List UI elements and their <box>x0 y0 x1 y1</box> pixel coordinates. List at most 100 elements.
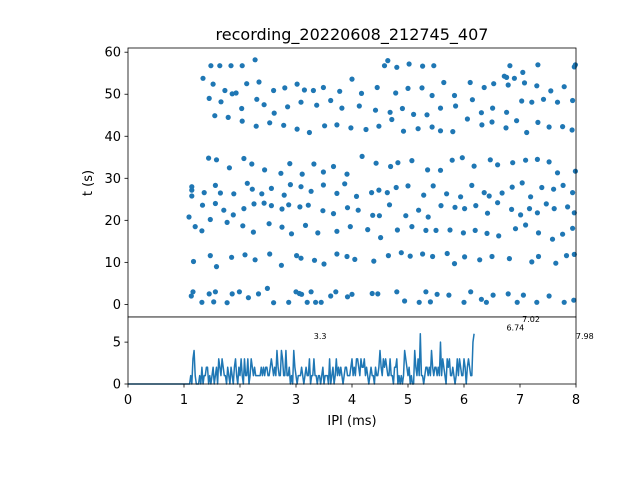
ipi-x-tick-label: 2 <box>236 393 244 408</box>
scatter-point <box>356 103 362 109</box>
scatter-point <box>514 299 520 305</box>
scatter-point <box>462 206 468 212</box>
scatter-plot-area <box>128 48 576 317</box>
scatter-point <box>540 96 547 102</box>
scatter-point <box>484 210 491 216</box>
scatter-point <box>311 161 317 167</box>
scatter-point <box>560 182 566 188</box>
scatter-point <box>554 99 561 105</box>
scatter-point <box>287 182 293 188</box>
scatter-point <box>339 105 345 111</box>
scatter-point <box>510 160 516 166</box>
scatter-point <box>462 254 468 260</box>
scatter-point <box>535 62 541 68</box>
scatter-point <box>424 112 430 118</box>
scatter-point <box>479 122 485 128</box>
scatter-point <box>389 116 395 123</box>
scatter-point <box>495 200 501 206</box>
scatter-point <box>311 257 318 263</box>
scatter-point <box>318 299 324 305</box>
ipi-y-tick-label: 0 <box>113 378 121 393</box>
ipi-y-tick-label: 5 <box>113 336 121 351</box>
scatter-point <box>242 252 248 258</box>
scatter-point <box>279 224 285 230</box>
scatter-point <box>349 76 355 82</box>
scatter-point <box>438 203 444 209</box>
ipi-x-axis: 0 1 2 3 4 5 6 7 8 <box>124 384 580 408</box>
scatter-point <box>250 229 256 235</box>
scatter-point <box>370 212 376 218</box>
scatter-point <box>520 69 526 75</box>
scatter-point <box>199 228 205 234</box>
scatter-point <box>271 87 277 94</box>
scatter-point <box>308 188 314 194</box>
scatter-point <box>231 191 237 197</box>
scatter-point <box>511 75 517 81</box>
scatter-point <box>344 294 351 300</box>
peak-annotation: 7.02 <box>522 315 540 324</box>
scatter-point <box>437 105 444 111</box>
scatter-point <box>253 123 259 129</box>
scatter-point <box>563 253 570 259</box>
scatter-point <box>484 230 490 236</box>
scatter-point <box>529 259 535 265</box>
scatter-point <box>378 235 384 241</box>
scatter-point <box>229 291 235 297</box>
scatter-point <box>441 79 447 86</box>
scatter-point <box>491 81 497 87</box>
scatter-point <box>342 181 348 187</box>
scatter-point <box>385 58 391 64</box>
scatter-point <box>375 291 381 297</box>
scatter-point <box>402 298 408 304</box>
ipi-x-tick-label: 4 <box>348 393 356 408</box>
scatter-point <box>344 171 350 177</box>
scatter-point <box>189 193 195 199</box>
scatter-point <box>489 119 495 125</box>
scatter-point <box>320 182 326 188</box>
scatter-point <box>286 202 292 208</box>
scatter-point <box>211 299 217 305</box>
scatter-point <box>495 162 501 168</box>
scatter-point <box>199 202 206 208</box>
scatter-point <box>288 231 295 237</box>
scatter-point <box>427 299 433 305</box>
scatter-point <box>268 185 274 191</box>
scatter-point <box>199 299 205 305</box>
scatter-point <box>281 122 287 128</box>
scatter-point <box>206 291 212 297</box>
scatter-point <box>407 253 413 259</box>
scatter-point <box>271 300 277 306</box>
scatter-point <box>387 109 393 115</box>
scatter-point <box>225 114 231 120</box>
scatter-point <box>285 104 291 110</box>
scatter-point <box>304 299 310 305</box>
scatter-point <box>570 97 576 104</box>
scatter-point <box>294 126 300 132</box>
scatter-point <box>449 157 455 163</box>
scatter-point <box>212 113 218 119</box>
ipi-frame <box>127 316 577 385</box>
scatter-point <box>376 123 382 129</box>
scatter-point <box>572 62 579 68</box>
scatter-point <box>281 192 287 198</box>
scatter-point <box>363 126 369 133</box>
scatter-point <box>236 289 242 295</box>
scatter-point <box>420 251 426 257</box>
scatter-point <box>473 203 479 209</box>
scatter-point <box>355 207 361 213</box>
peak-annotation: 6.74 <box>506 323 524 332</box>
scatter-point <box>244 180 250 186</box>
scatter-point <box>461 299 467 305</box>
scatter-point <box>430 253 436 260</box>
scatter-point <box>430 183 436 189</box>
scatter-point <box>534 210 541 216</box>
scatter-point <box>519 180 525 186</box>
scatter-point <box>251 201 257 207</box>
scatter-point <box>190 289 196 295</box>
scatter-point <box>349 291 355 297</box>
scatter-y-axis-label: t (s) <box>81 170 96 196</box>
scatter-point <box>271 110 277 116</box>
scatter-point <box>207 253 213 259</box>
